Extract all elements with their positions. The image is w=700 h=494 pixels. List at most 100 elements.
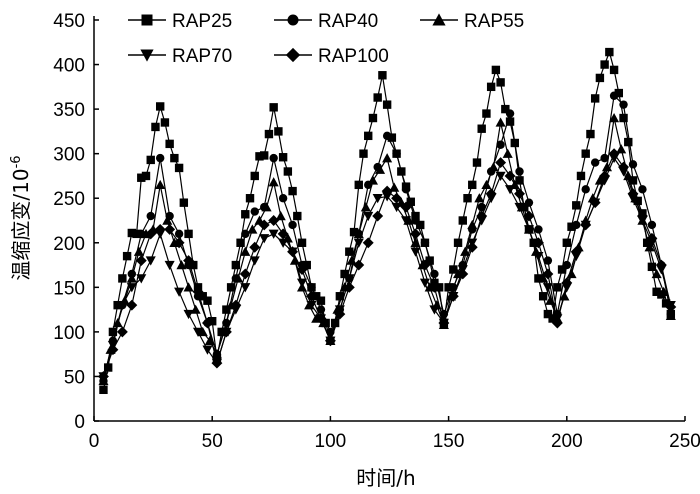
data-point-rap25 xyxy=(510,138,519,148)
legend-marker-rap25 xyxy=(141,14,153,26)
data-point-rap100 xyxy=(372,210,384,222)
data-point-rap25 xyxy=(515,176,524,185)
data-point-rap70 xyxy=(202,345,213,355)
data-point-rap100 xyxy=(116,326,128,338)
data-point-rap55 xyxy=(197,326,208,337)
data-point-rap40 xyxy=(638,185,647,194)
data-point-rap55 xyxy=(289,255,300,265)
data-point-rap100 xyxy=(636,210,648,222)
data-point-rap100 xyxy=(230,299,242,311)
data-point-rap55 xyxy=(240,246,251,256)
data-point-rap100 xyxy=(570,246,582,258)
data-point-rap100 xyxy=(154,223,166,235)
data-point-rap100 xyxy=(287,246,299,258)
data-point-rap40 xyxy=(524,198,534,207)
data-point-rap100 xyxy=(192,286,204,298)
data-point-rap25 xyxy=(557,265,567,274)
y-axis-title-exponent: -6 xyxy=(9,155,24,168)
legend-label-rap55: RAP55 xyxy=(464,11,524,32)
y-axis-title-main: 温缩应变/10 xyxy=(9,168,33,280)
data-point-rap100 xyxy=(589,197,601,209)
data-point-rap25 xyxy=(222,305,231,314)
data-point-rap100 xyxy=(164,223,176,235)
legend-item-rap25: RAP25 xyxy=(128,11,232,32)
data-point-rap25 xyxy=(108,327,118,337)
data-point-rap40 xyxy=(174,229,184,239)
data-point-rap55 xyxy=(474,193,485,203)
data-point-rap25 xyxy=(103,363,113,372)
data-point-rap100 xyxy=(334,308,346,320)
data-point-rap100 xyxy=(504,170,516,182)
data-point-rap100 xyxy=(523,210,535,222)
y-axis-title: 温缩应变/10-6 xyxy=(9,155,33,280)
data-point-rap40 xyxy=(572,220,581,230)
data-point-rap100 xyxy=(627,188,639,200)
data-point-rap25 xyxy=(647,262,657,272)
data-point-rap55 xyxy=(162,215,173,225)
data-point-rap70 xyxy=(136,274,147,284)
legend-item-rap70: RAP70 xyxy=(128,46,232,67)
y-tick-label: 150 xyxy=(53,278,85,299)
axes: 0 50 100 150 200 250 0 50 100 150 200 250 300 350 400… xyxy=(53,11,700,452)
x-tick-label: 250 xyxy=(669,431,700,452)
data-point-rap40 xyxy=(439,309,449,319)
legend-label-rap40: RAP40 xyxy=(318,11,378,32)
data-point-rap25 xyxy=(174,163,184,173)
data-point-rap40 xyxy=(241,229,250,239)
data-point-rap25 xyxy=(619,113,628,123)
data-point-rap40 xyxy=(278,194,288,203)
y-tick-label: 300 xyxy=(53,145,85,166)
data-point-rap100 xyxy=(296,264,308,275)
data-point-rap70 xyxy=(249,256,260,266)
data-point-rap40 xyxy=(515,167,524,176)
data-point-rap25 xyxy=(179,198,189,207)
data-point-rap25 xyxy=(482,109,491,118)
data-point-rap25 xyxy=(250,171,259,181)
data-point-rap40 xyxy=(307,283,316,292)
data-point-rap55 xyxy=(460,246,471,256)
data-point-rap55 xyxy=(204,335,215,345)
data-point-rap70 xyxy=(372,194,383,204)
data-point-rap55 xyxy=(410,237,421,247)
data-point-rap100 xyxy=(514,188,525,200)
data-point-rap100 xyxy=(324,335,336,347)
y-tick-label: 250 xyxy=(53,189,85,210)
data-point-rap25 xyxy=(316,296,326,305)
data-point-rap100 xyxy=(145,228,157,240)
data-point-rap100 xyxy=(343,281,355,293)
data-point-rap25 xyxy=(335,292,345,301)
data-point-rap40 xyxy=(590,158,600,167)
data-point-rap55 xyxy=(616,144,627,154)
data-point-rap25 xyxy=(586,129,595,139)
data-point-rap25 xyxy=(581,149,590,158)
series-points-rap100 xyxy=(97,148,677,382)
data-point-rap40 xyxy=(543,256,553,265)
data-point-rap25 xyxy=(449,265,458,274)
data-point-rap40 xyxy=(250,207,259,216)
data-point-rap25 xyxy=(661,299,671,308)
data-point-rap55 xyxy=(155,179,166,190)
data-point-rap25 xyxy=(364,131,373,141)
data-point-rap40 xyxy=(288,220,297,230)
data-point-rap25 xyxy=(160,118,170,127)
data-point-rap25 xyxy=(330,318,340,328)
data-point-rap70 xyxy=(268,229,279,239)
data-point-rap25 xyxy=(501,104,510,114)
data-point-rap40 xyxy=(326,327,335,337)
data-point-rap25 xyxy=(99,385,108,395)
data-point-rap25 xyxy=(226,283,236,292)
data-point-rap25 xyxy=(208,316,217,326)
data-point-rap100 xyxy=(211,357,223,369)
data-point-rap25 xyxy=(127,228,137,238)
data-point-rap40 xyxy=(146,211,155,221)
data-point-rap55 xyxy=(481,179,492,190)
data-point-rap100 xyxy=(410,228,421,240)
data-point-rap25 xyxy=(269,103,278,112)
data-point-rap100 xyxy=(391,192,403,204)
data-point-rap40 xyxy=(600,153,609,163)
y-axis-ticks: 0 50 100 150 200 250 300 350 400 450 xyxy=(53,11,99,433)
data-point-rap25 xyxy=(132,229,141,239)
data-point-rap100 xyxy=(315,313,327,324)
y-tick-label: 450 xyxy=(53,11,85,32)
data-point-rap55 xyxy=(594,175,605,185)
